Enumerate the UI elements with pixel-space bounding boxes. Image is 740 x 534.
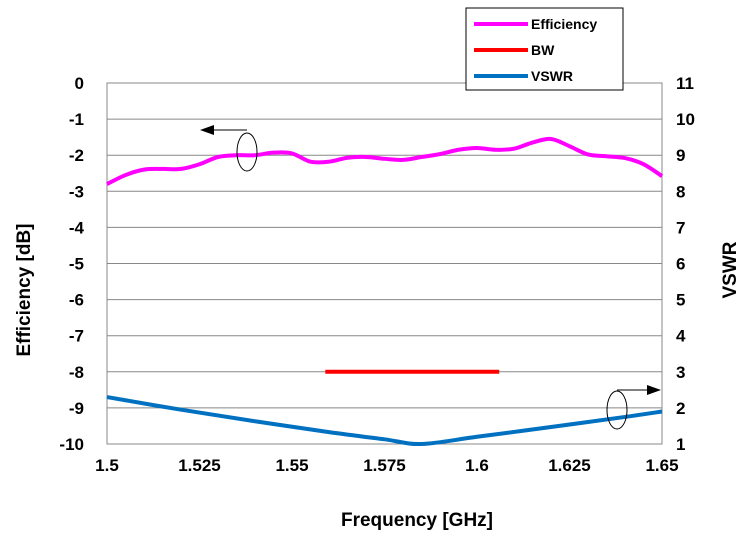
left-axis-indicator-arrowhead [200,125,214,135]
left-tick-label: -6 [69,291,84,310]
left-tick-label: -1 [69,110,84,129]
right-axis-title: VSWR [720,241,740,298]
right-axis-ticks: 11 10 9 8 7 6 5 4 3 2 1 [676,74,695,454]
left-tick-label: -3 [69,182,84,201]
right-tick-label: 4 [676,327,686,346]
left-tick-label: -10 [59,435,84,454]
left-axis-title: Efficiency [dB] [14,223,35,356]
right-tick-label: 6 [676,255,685,274]
left-axis-indicator-loop [236,132,258,172]
legend-label-vswr: VSWR [531,68,573,84]
right-tick-label: 7 [676,218,685,237]
legend-label-efficiency: Efficiency [531,16,597,32]
left-tick-label: -7 [69,327,84,346]
right-axis-indicator-arrowhead [647,385,661,395]
right-tick-label: 8 [676,182,685,201]
left-tick-label: -4 [69,218,85,237]
right-tick-label: 1 [676,435,685,454]
x-tick-label: 1.525 [178,456,221,475]
legend-label-bw: BW [531,42,555,58]
right-tick-label: 5 [676,291,685,310]
x-axis-title: Frequency [GHz] [341,510,493,531]
left-tick-label: 0 [75,74,84,93]
left-axis-indicator [200,125,258,172]
right-axis-indicator [606,385,661,430]
efficiency-line [106,136,664,186]
vswr-line [106,395,663,447]
right-tick-label: 3 [676,363,685,382]
x-tick-label: 1.625 [548,456,591,475]
x-tick-label: 1.575 [363,456,406,475]
series-lines [106,136,664,447]
right-tick-label: 11 [676,74,694,93]
x-tick-label: 1.65 [645,456,678,475]
left-tick-label: -5 [69,255,84,274]
left-tick-label: -2 [69,146,84,165]
x-tick-label: 1.6 [465,456,489,475]
legend-items: Efficiency BW VSWR [474,16,597,84]
right-tick-label: 10 [676,110,695,129]
legend: Efficiency BW VSWR [465,7,624,91]
right-tick-label: 2 [676,399,685,418]
left-axis-ticks: 0 -1 -2 -3 -4 -5 -6 -7 -8 -9 -10 [59,74,84,454]
gridlines [107,82,662,445]
left-tick-label: -9 [69,399,84,418]
x-tick-label: 1.5 [95,456,119,475]
right-tick-label: 9 [676,146,685,165]
right-axis-indicator-loop [606,390,628,430]
left-tick-label: -8 [69,363,84,382]
x-axis-ticks: 1.5 1.525 1.55 1.575 1.6 1.625 1.65 [95,456,678,475]
plot-area-border [106,82,663,445]
x-tick-label: 1.55 [275,456,308,475]
